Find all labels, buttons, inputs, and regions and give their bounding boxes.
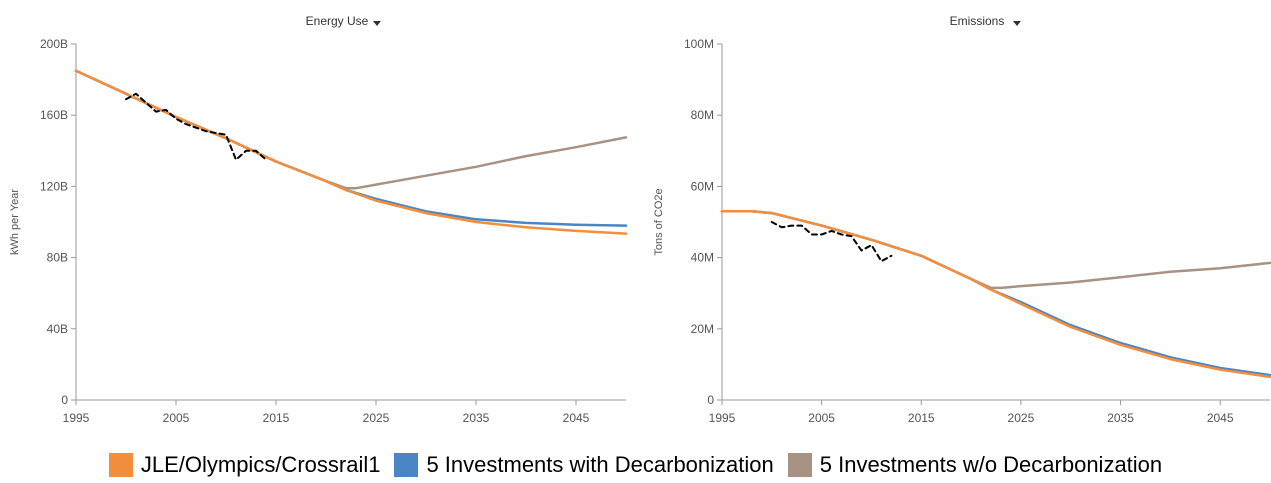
y-tick-label: 80B: [47, 251, 68, 265]
legend-label: JLE/Olympics/Crossrail1: [140, 452, 381, 477]
series-line-without-decarbonization: [720, 210, 1271, 290]
x-tick-label: 2015: [908, 411, 935, 425]
y-tick-label: 60M: [691, 179, 714, 193]
x-tick-label: 2045: [1207, 411, 1234, 425]
y-axis-label: Tons of CO2e: [653, 188, 665, 255]
y-tick-label: 20M: [691, 322, 714, 336]
x-tick-label: 1995: [63, 411, 90, 425]
y-tick-label: 80M: [691, 108, 714, 122]
x-tick-label: 2005: [808, 411, 835, 425]
x-tick-label: 2045: [563, 411, 590, 425]
y-tick-label: 120B: [40, 179, 68, 193]
legend-swatch-orange: [108, 453, 133, 477]
series-line-with-decarbonization: [74, 69, 628, 227]
legend-item-with-decarbonization[interactable]: 5 Investments with Decarbonization: [394, 452, 774, 478]
legend-item-jle-olympics-crossrail1[interactable]: JLE/Olympics/Crossrail1: [108, 452, 381, 478]
legend-swatch-blue: [394, 453, 419, 477]
y-tick-label: 160B: [40, 108, 68, 122]
charts-area: Energy Use 0 40B 80B 120B 160B 200B 1995 2005 201…: [9, 14, 1271, 425]
series-line-historical-dashed: [125, 92, 267, 161]
chart-title[interactable]: Emissions: [950, 14, 1005, 28]
legend-label: 5 Investments w/o Decarbonization: [819, 452, 1163, 477]
y-tick-label: 0: [61, 393, 68, 407]
legend-label: 5 Investments with Decarbonization: [426, 452, 774, 477]
chart-title[interactable]: Energy Use: [306, 14, 369, 28]
x-tick-label: 2035: [1107, 411, 1134, 425]
series-line-jle-olympics-crossrail1: [720, 210, 1271, 379]
x-tick-label: 2035: [463, 411, 490, 425]
x-tick-label: 2015: [263, 411, 290, 425]
legend-swatch-brown: [787, 453, 812, 477]
x-tick-label: 1995: [709, 411, 736, 425]
series-line-jle-olympics-crossrail1: [74, 69, 628, 235]
y-tick-label: 40M: [691, 251, 714, 265]
y-tick-label: 40B: [47, 322, 68, 336]
x-tick-label: 2025: [363, 411, 390, 425]
caret-down-icon[interactable]: [373, 21, 381, 26]
series-line-without-decarbonization: [74, 69, 628, 190]
series-line-historical-dashed: [770, 221, 893, 263]
y-tick-label: 100M: [684, 37, 714, 51]
y-tick-label: 0: [707, 393, 714, 407]
legend: JLE/Olympics/Crossrail1 5 Investments wi…: [0, 448, 1271, 482]
legend-item-without-decarbonization[interactable]: 5 Investments w/o Decarbonization: [787, 452, 1163, 478]
y-axis-label: kWh per Year: [9, 189, 21, 255]
x-tick-label: 2025: [1008, 411, 1035, 425]
caret-down-icon[interactable]: [1013, 21, 1021, 26]
y-tick-label: 200B: [40, 37, 68, 51]
x-tick-label: 2005: [163, 411, 190, 425]
